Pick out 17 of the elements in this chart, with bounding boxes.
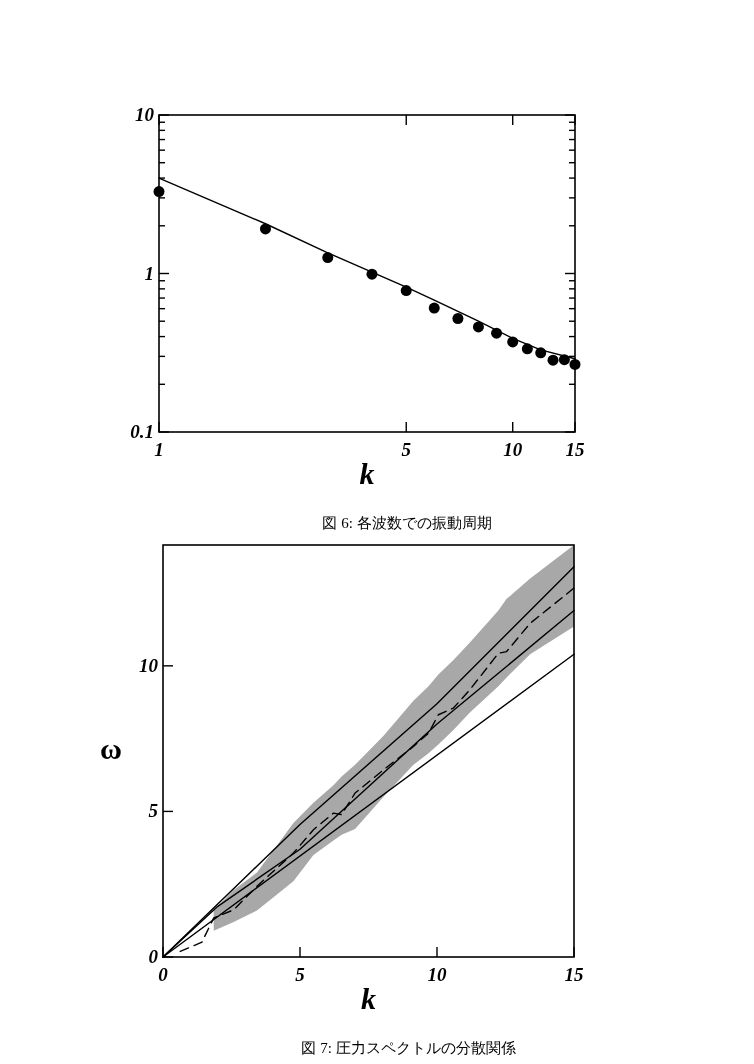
- y-tick-label: 0.1: [130, 421, 154, 442]
- x-tick-label: 5: [401, 439, 412, 460]
- x-tick-label: 15: [564, 964, 584, 985]
- x-axis-title: k: [359, 457, 375, 490]
- x-tick-label: 15: [565, 439, 585, 460]
- x-axis-title: k: [361, 982, 376, 1015]
- y-tick-label: 10: [135, 104, 155, 125]
- y-tick-label: 5: [148, 800, 159, 822]
- x-tick-label: 10: [503, 439, 523, 460]
- x-tick-label: 5: [295, 964, 306, 985]
- y-axis-title: ω: [100, 732, 122, 765]
- caption: 図 7: 圧力スペクトルの分散関係: [301, 1040, 516, 1056]
- y-tick-label: 0: [148, 946, 159, 967]
- caption: 図 6: 各波数での振動周期: [322, 515, 492, 531]
- y-tick-label: 1: [144, 262, 154, 284]
- y-tick-label: 10: [139, 654, 159, 676]
- x-tick-label: 10: [427, 964, 447, 985]
